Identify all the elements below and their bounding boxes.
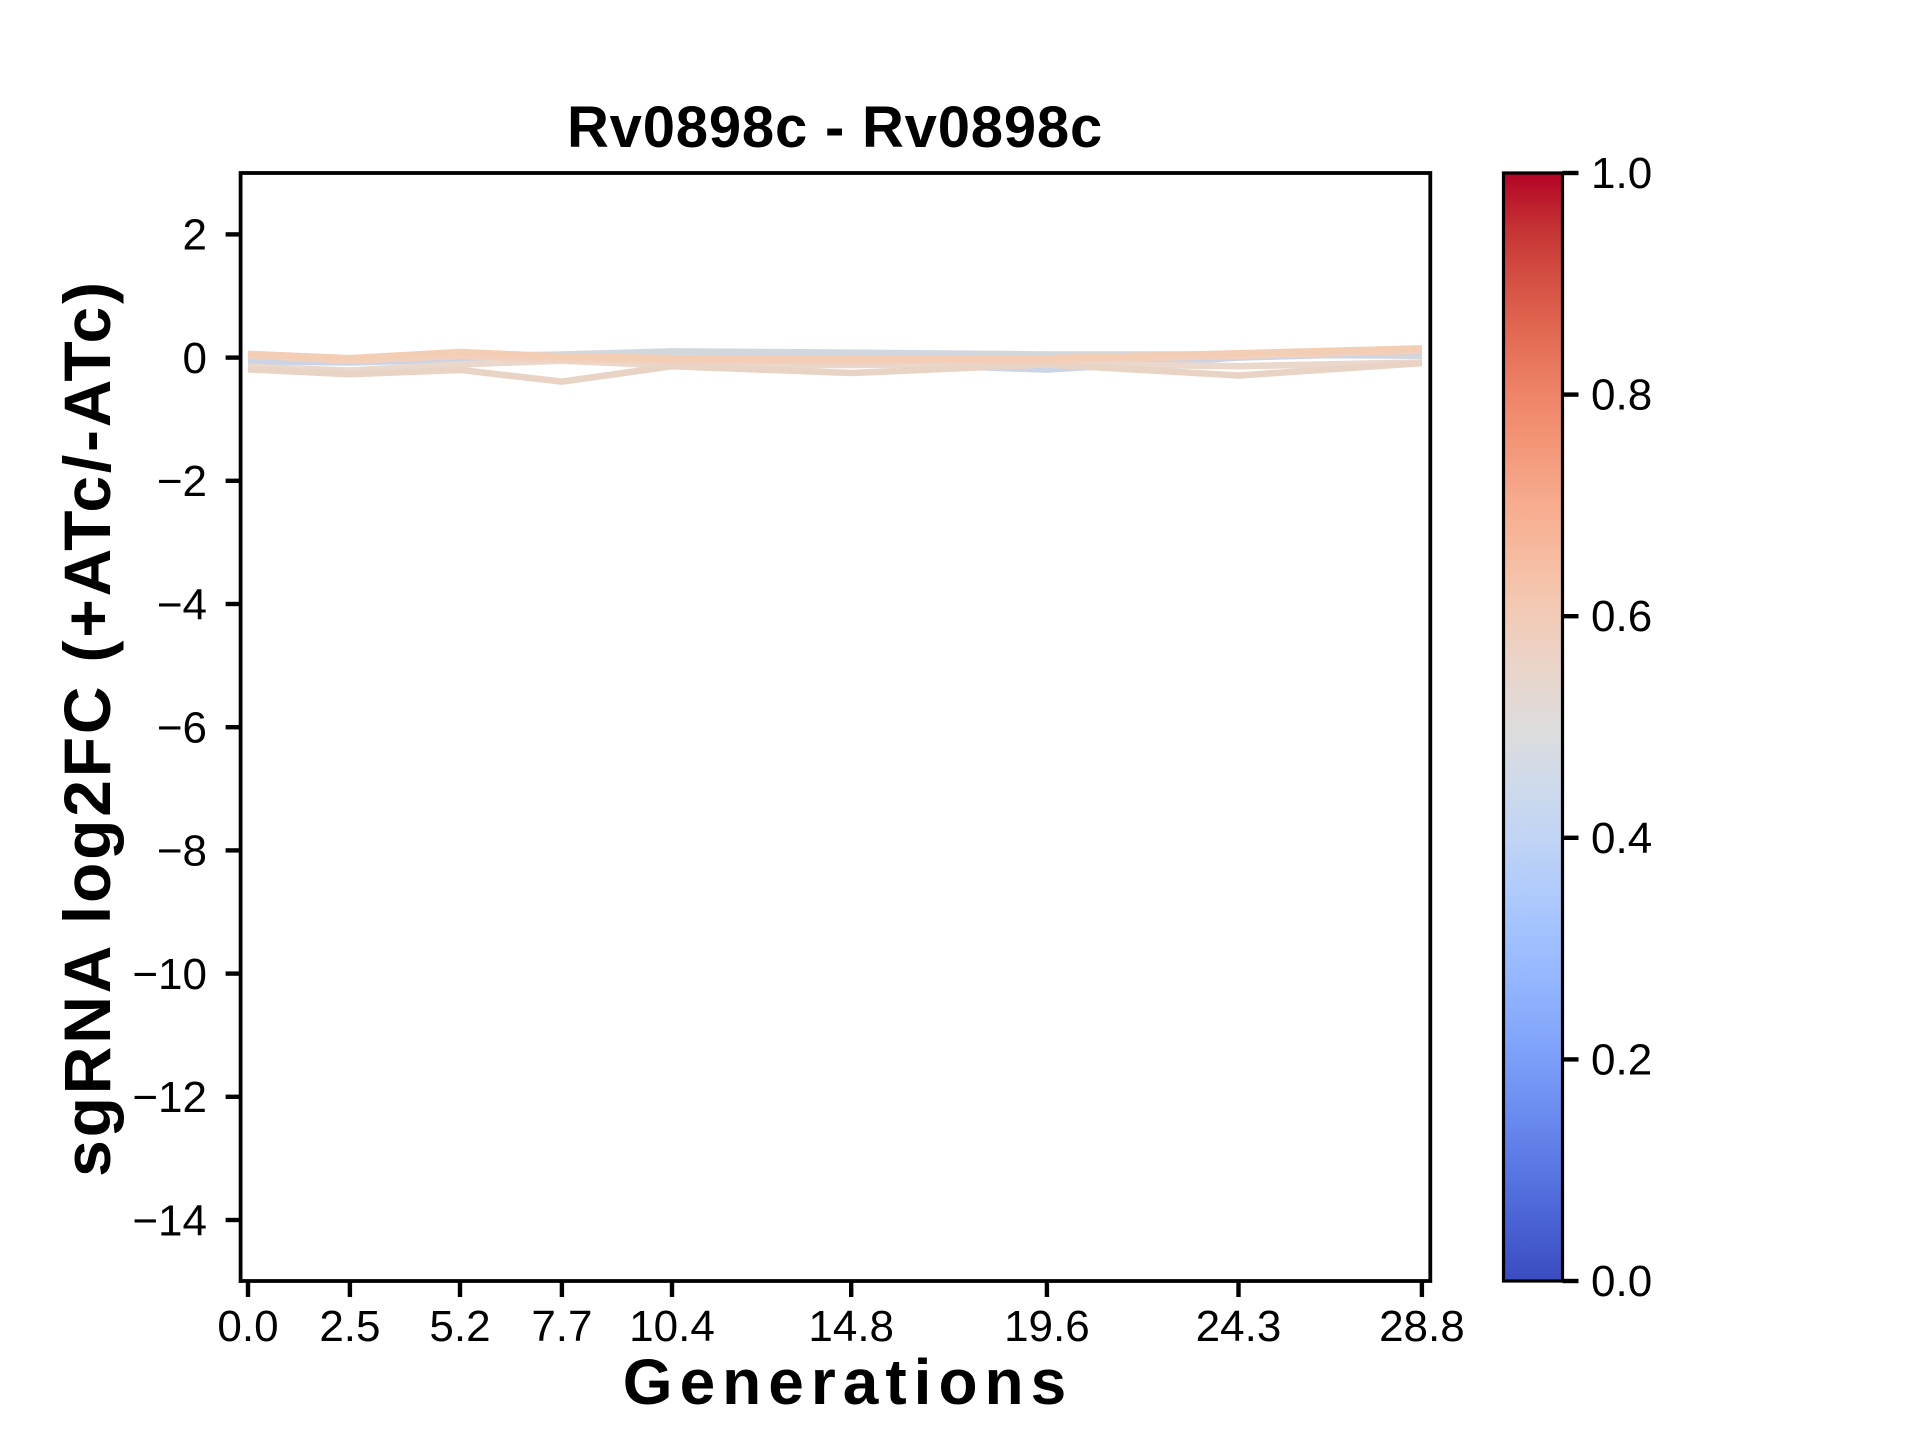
svg-text:−12: −12 bbox=[132, 1073, 207, 1122]
svg-text:28.8: 28.8 bbox=[1379, 1302, 1465, 1351]
svg-text:−2: −2 bbox=[157, 457, 207, 506]
svg-text:Rv0898c - Rv0898c: Rv0898c - Rv0898c bbox=[567, 95, 1103, 160]
svg-text:19.6: 19.6 bbox=[1004, 1302, 1090, 1351]
svg-text:0.6: 0.6 bbox=[1591, 592, 1652, 641]
svg-text:−14: −14 bbox=[132, 1196, 207, 1245]
svg-text:1.0: 1.0 bbox=[1591, 149, 1652, 198]
svg-text:5.2: 5.2 bbox=[429, 1302, 490, 1351]
svg-text:14.8: 14.8 bbox=[808, 1302, 894, 1351]
svg-text:0.8: 0.8 bbox=[1591, 371, 1652, 420]
svg-text:0.4: 0.4 bbox=[1591, 814, 1652, 863]
svg-text:10.4: 10.4 bbox=[629, 1302, 715, 1351]
svg-text:0.2: 0.2 bbox=[1591, 1035, 1652, 1084]
svg-text:−8: −8 bbox=[157, 827, 207, 876]
svg-text:sgRNA log2FC (+ATc/-ATc): sgRNA log2FC (+ATc/-ATc) bbox=[50, 279, 124, 1177]
svg-text:0: 0 bbox=[183, 334, 207, 383]
svg-text:24.3: 24.3 bbox=[1196, 1302, 1282, 1351]
svg-text:Generations: Generations bbox=[623, 1346, 1073, 1418]
svg-text:2: 2 bbox=[183, 211, 207, 260]
svg-text:0.0: 0.0 bbox=[1591, 1257, 1652, 1306]
svg-text:7.7: 7.7 bbox=[531, 1302, 592, 1351]
svg-text:2.5: 2.5 bbox=[319, 1302, 380, 1351]
svg-text:−4: −4 bbox=[157, 580, 207, 629]
svg-text:0.0: 0.0 bbox=[217, 1302, 278, 1351]
svg-text:−6: −6 bbox=[157, 704, 207, 753]
svg-text:−10: −10 bbox=[132, 950, 207, 999]
